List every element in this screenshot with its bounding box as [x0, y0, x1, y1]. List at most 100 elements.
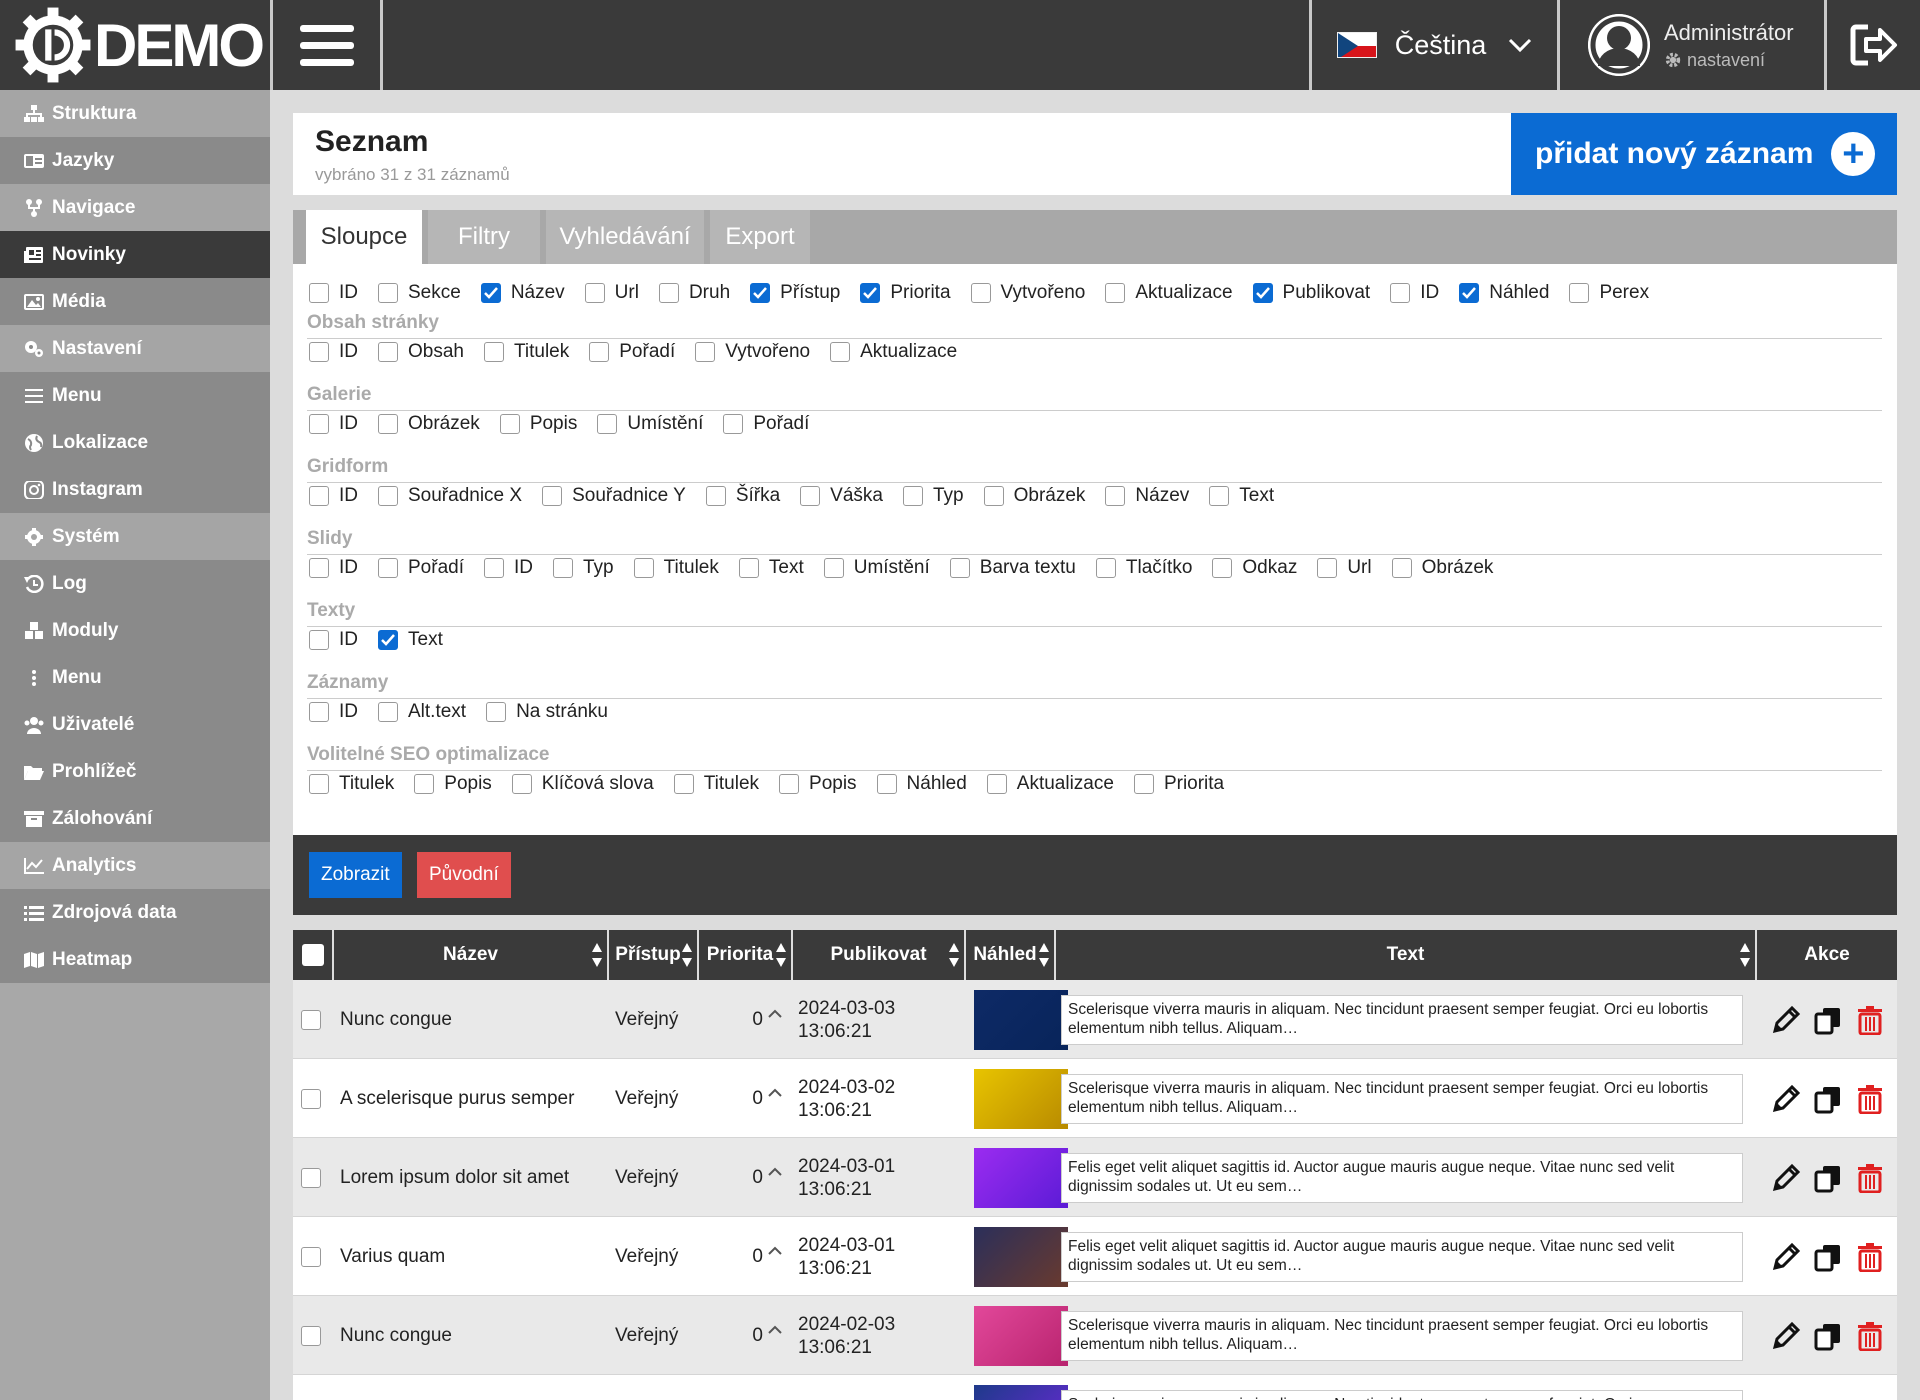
column-checkbox[interactable]: ID — [309, 341, 358, 363]
column-checkbox[interactable]: Typ — [552, 557, 614, 579]
column-checkbox[interactable]: Barva textu — [949, 557, 1076, 579]
menu-toggle-button[interactable] — [273, 0, 380, 90]
edit-button[interactable] — [1766, 1375, 1806, 1400]
row-preview[interactable] — [974, 1217, 1068, 1296]
column-checkbox[interactable]: Pořadí — [589, 341, 675, 363]
column-checkbox[interactable]: Váška — [800, 485, 883, 507]
delete-button[interactable] — [1850, 1217, 1890, 1296]
sidebar-item-jazyky[interactable]: Jazyky — [0, 137, 270, 184]
row-text[interactable]: Scelerisque viverra mauris in aliquam. N… — [1061, 1296, 1751, 1375]
column-checkbox[interactable]: Priorita — [860, 282, 951, 304]
edit-button[interactable] — [1766, 1217, 1806, 1296]
duplicate-button[interactable] — [1808, 1059, 1848, 1138]
column-checkbox[interactable]: Obsah — [378, 341, 464, 363]
column-checkbox[interactable]: Text — [1209, 485, 1274, 507]
row-checkbox[interactable] — [301, 1059, 325, 1138]
column-checkbox[interactable]: Titulek — [633, 557, 719, 579]
select-all-checkbox[interactable] — [293, 930, 332, 980]
row-text[interactable]: Scelerisque viverra mauris in aliquam. N… — [1061, 980, 1751, 1059]
row-preview[interactable] — [974, 980, 1068, 1059]
column-checkbox[interactable]: Vytvořeno — [695, 341, 810, 363]
column-checkbox[interactable]: ID — [309, 629, 358, 651]
row-text[interactable]: Scelerisque viverra mauris in aliquam. N… — [1061, 1059, 1751, 1138]
sidebar-item-struktura[interactable]: Struktura — [0, 90, 270, 137]
column-checkbox[interactable]: Publikovat — [1252, 282, 1370, 304]
column-checkbox[interactable]: Titulek — [309, 773, 394, 795]
column-checkbox[interactable]: Aktualizace — [1105, 282, 1233, 304]
th-preview[interactable]: Náhled — [964, 930, 1054, 980]
row-name[interactable]: Lorem ipsum dolor sit amet — [340, 1166, 570, 1188]
show-button[interactable]: Zobrazit — [309, 852, 402, 898]
delete-button[interactable] — [1850, 980, 1890, 1059]
row-name[interactable] — [340, 1375, 605, 1400]
sidebar-item-instagram[interactable]: Instagram — [0, 466, 270, 513]
column-checkbox[interactable]: ID — [309, 282, 358, 304]
row-text[interactable]: Scelerisque viverra mauris in aliquam. N… — [1061, 1375, 1751, 1400]
column-checkbox[interactable]: Typ — [902, 485, 964, 507]
column-checkbox[interactable]: Popis — [779, 773, 857, 795]
row-checkbox[interactable] — [301, 1375, 325, 1400]
edit-button[interactable] — [1766, 1059, 1806, 1138]
column-checkbox[interactable]: Aktualizace — [830, 341, 957, 363]
tab-export[interactable]: Export — [710, 210, 810, 264]
tab-columns[interactable]: Sloupce — [306, 210, 422, 264]
duplicate-button[interactable] — [1808, 1138, 1848, 1217]
sidebar-item-média[interactable]: Média — [0, 278, 270, 325]
column-checkbox[interactable]: Pořadí — [723, 413, 809, 435]
duplicate-button[interactable] — [1808, 1375, 1848, 1400]
duplicate-button[interactable] — [1808, 1217, 1848, 1296]
add-new-record-button[interactable]: přidat nový záznam + — [1511, 113, 1897, 195]
sidebar-item-systém[interactable]: Systém — [0, 513, 270, 560]
delete-button[interactable] — [1850, 1296, 1890, 1375]
th-priority[interactable]: Priorita — [697, 930, 791, 980]
column-checkbox[interactable]: Umístění — [597, 413, 703, 435]
column-checkbox[interactable]: Alt.text — [378, 701, 466, 723]
column-checkbox[interactable]: Název — [480, 282, 565, 304]
row-checkbox[interactable] — [301, 1217, 325, 1296]
column-checkbox[interactable]: Obrázek — [1391, 557, 1493, 579]
row-preview[interactable] — [974, 1375, 1068, 1400]
column-checkbox[interactable]: Obrázek — [378, 413, 480, 435]
th-name[interactable]: Název — [332, 930, 607, 980]
column-checkbox[interactable]: Text — [378, 629, 443, 651]
column-checkbox[interactable]: Na stránku — [486, 701, 608, 723]
user-menu[interactable]: Administrátor nastavení — [1560, 0, 1824, 90]
sidebar-item-log[interactable]: Log — [0, 560, 270, 607]
column-checkbox[interactable]: ID — [309, 485, 358, 507]
table-row[interactable]: Nunc congue Veřejný 0 2024-02-03 13:06:21… — [293, 1296, 1897, 1375]
column-checkbox[interactable]: Text — [738, 557, 804, 579]
column-checkbox[interactable]: Vytvořeno — [970, 282, 1085, 304]
language-selector[interactable]: Čeština — [1312, 0, 1557, 90]
column-checkbox[interactable]: Druh — [658, 282, 730, 304]
sidebar-item-heatmap[interactable]: Heatmap — [0, 936, 270, 983]
row-preview[interactable] — [974, 1059, 1068, 1138]
logout-button[interactable] — [1827, 0, 1920, 90]
column-checkbox[interactable]: Umístění — [823, 557, 930, 579]
column-checkbox[interactable]: Přístup — [750, 282, 840, 304]
column-checkbox[interactable]: ID — [309, 701, 358, 723]
column-checkbox[interactable]: Název — [1105, 485, 1189, 507]
sidebar-item-menu[interactable]: Menu — [0, 372, 270, 419]
th-text[interactable]: Text — [1054, 930, 1755, 980]
row-preview[interactable] — [974, 1296, 1068, 1375]
column-checkbox[interactable]: Aktualizace — [986, 773, 1114, 795]
duplicate-button[interactable] — [1808, 1296, 1848, 1375]
row-checkbox[interactable] — [301, 1138, 325, 1217]
column-checkbox[interactable]: Priorita — [1133, 773, 1224, 795]
sidebar-item-zdrojová-data[interactable]: Zdrojová data — [0, 889, 270, 936]
sidebar-item-nastavení[interactable]: Nastavení — [0, 325, 270, 372]
column-checkbox[interactable]: Tlačítko — [1095, 557, 1192, 579]
column-checkbox[interactable]: Pořadí — [378, 557, 464, 579]
column-checkbox[interactable]: Url — [1317, 557, 1372, 579]
th-access[interactable]: Přístup — [607, 930, 697, 980]
column-checkbox[interactable]: ID — [309, 557, 358, 579]
column-checkbox[interactable]: Souřadnice X — [378, 485, 522, 507]
sidebar-item-novinky[interactable]: Novinky — [0, 231, 270, 278]
sidebar-item-analytics[interactable]: Analytics — [0, 842, 270, 889]
column-checkbox[interactable]: Klíčová slova — [511, 773, 654, 795]
sidebar-item-lokalizace[interactable]: Lokalizace — [0, 419, 270, 466]
row-name[interactable]: Varius quam — [340, 1245, 446, 1267]
sidebar-item-prohlížeč[interactable]: Prohlížeč — [0, 748, 270, 795]
column-checkbox[interactable]: Náhled — [876, 773, 967, 795]
column-checkbox[interactable]: Popis — [499, 413, 577, 435]
